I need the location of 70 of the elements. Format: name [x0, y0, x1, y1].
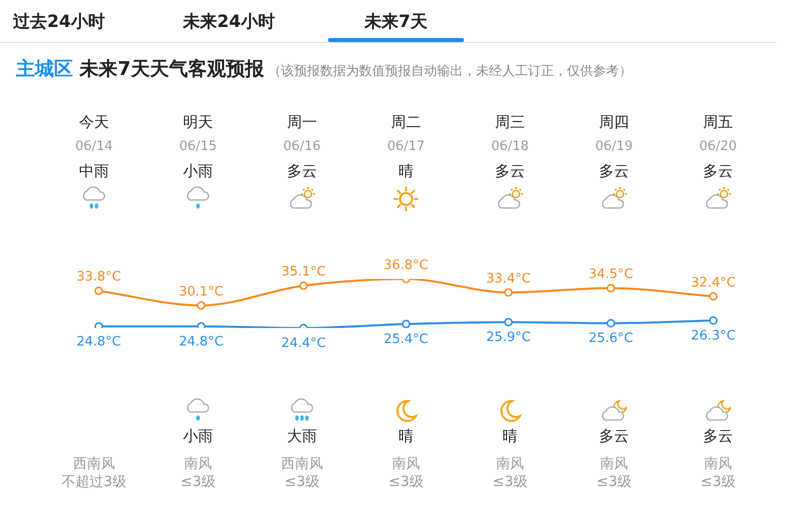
x-tick-label: 周五 — [702, 113, 734, 132]
point — [709, 292, 718, 301]
text: 不超过3级 — [60, 473, 128, 491]
text: 未来24小时 — [182, 11, 276, 33]
text: ≤3级 — [180, 473, 216, 491]
data-label: 24.8°C — [178, 334, 224, 350]
text: 南风 — [391, 455, 421, 473]
chart-title: 主城区 未来7天天气客观预报 — [16, 58, 264, 80]
data-label: 25.9°C — [486, 330, 531, 345]
text: 晴 — [502, 427, 518, 446]
data-label: 25.6°C — [588, 331, 634, 346]
text: 大雨 — [286, 427, 318, 446]
data-label: 36.8°C — [384, 258, 428, 273]
text: 06/18 — [490, 138, 530, 155]
data-label: 33.4°C — [486, 271, 531, 286]
text: 南风 — [495, 455, 525, 473]
text: ≤3级 — [700, 473, 736, 491]
text: 晴 — [398, 427, 414, 446]
x-tick-label: 周三 — [494, 113, 526, 132]
data-label: 33.8°C — [76, 270, 121, 285]
text: 06/14 — [74, 138, 114, 155]
point — [299, 281, 308, 290]
text: 晴 — [398, 162, 414, 181]
text: 多云 — [598, 427, 630, 446]
data-label: 34.5°C — [588, 266, 634, 282]
text: ≤3级 — [388, 473, 424, 491]
x-tick-label: 周四 — [598, 113, 630, 132]
x-tick-label: 周一 — [286, 113, 318, 132]
data-label: 30.1°C — [178, 284, 224, 300]
text: 06/20 — [698, 138, 738, 155]
text: 南风 — [599, 455, 629, 473]
text: 小雨 — [182, 427, 214, 446]
text: 06/16 — [282, 138, 322, 155]
x-tick-label: 周二 — [390, 113, 422, 132]
chart-subtitle: （该预报数据为数值预报自动输出，未经人工订正，仅供参考） — [268, 64, 632, 79]
text: 多云 — [702, 162, 734, 181]
text: 06/15 — [178, 138, 218, 155]
text: 过去24小时 — [12, 11, 106, 33]
point — [606, 284, 616, 292]
text: 小雨 — [182, 162, 214, 181]
point — [196, 301, 206, 310]
data-label: 26.3°C — [691, 328, 736, 344]
text: 多云 — [598, 162, 630, 181]
point — [504, 288, 513, 297]
data-label: 32.4°C — [691, 275, 736, 290]
point — [504, 318, 513, 326]
data-label: 35.1°C — [281, 264, 326, 280]
point — [709, 316, 718, 325]
text: ≤3级 — [596, 473, 632, 491]
text: 多云 — [702, 427, 734, 446]
text: 多云 — [494, 162, 526, 181]
x-tick-label: 明天 — [182, 113, 214, 132]
text: 西南风 — [72, 455, 116, 473]
data-label: 24.4°C — [281, 336, 326, 351]
text: 06/17 — [386, 138, 426, 155]
text: ≤3级 — [492, 473, 528, 491]
text: 中雨 — [78, 162, 110, 181]
data-label: 24.8°C — [76, 334, 121, 350]
x-tick-label: 今天 — [78, 113, 110, 132]
text: 南风 — [183, 455, 213, 473]
data-label: 25.4°C — [384, 332, 428, 347]
text: 未来7天 — [363, 11, 428, 33]
point — [94, 286, 103, 296]
text: 多云 — [286, 162, 318, 181]
point — [402, 320, 410, 328]
text: ≤3级 — [284, 473, 320, 491]
text: 06/19 — [594, 138, 634, 155]
text: 西南风 — [280, 455, 324, 473]
point — [606, 319, 616, 328]
text: 南风 — [703, 455, 733, 473]
